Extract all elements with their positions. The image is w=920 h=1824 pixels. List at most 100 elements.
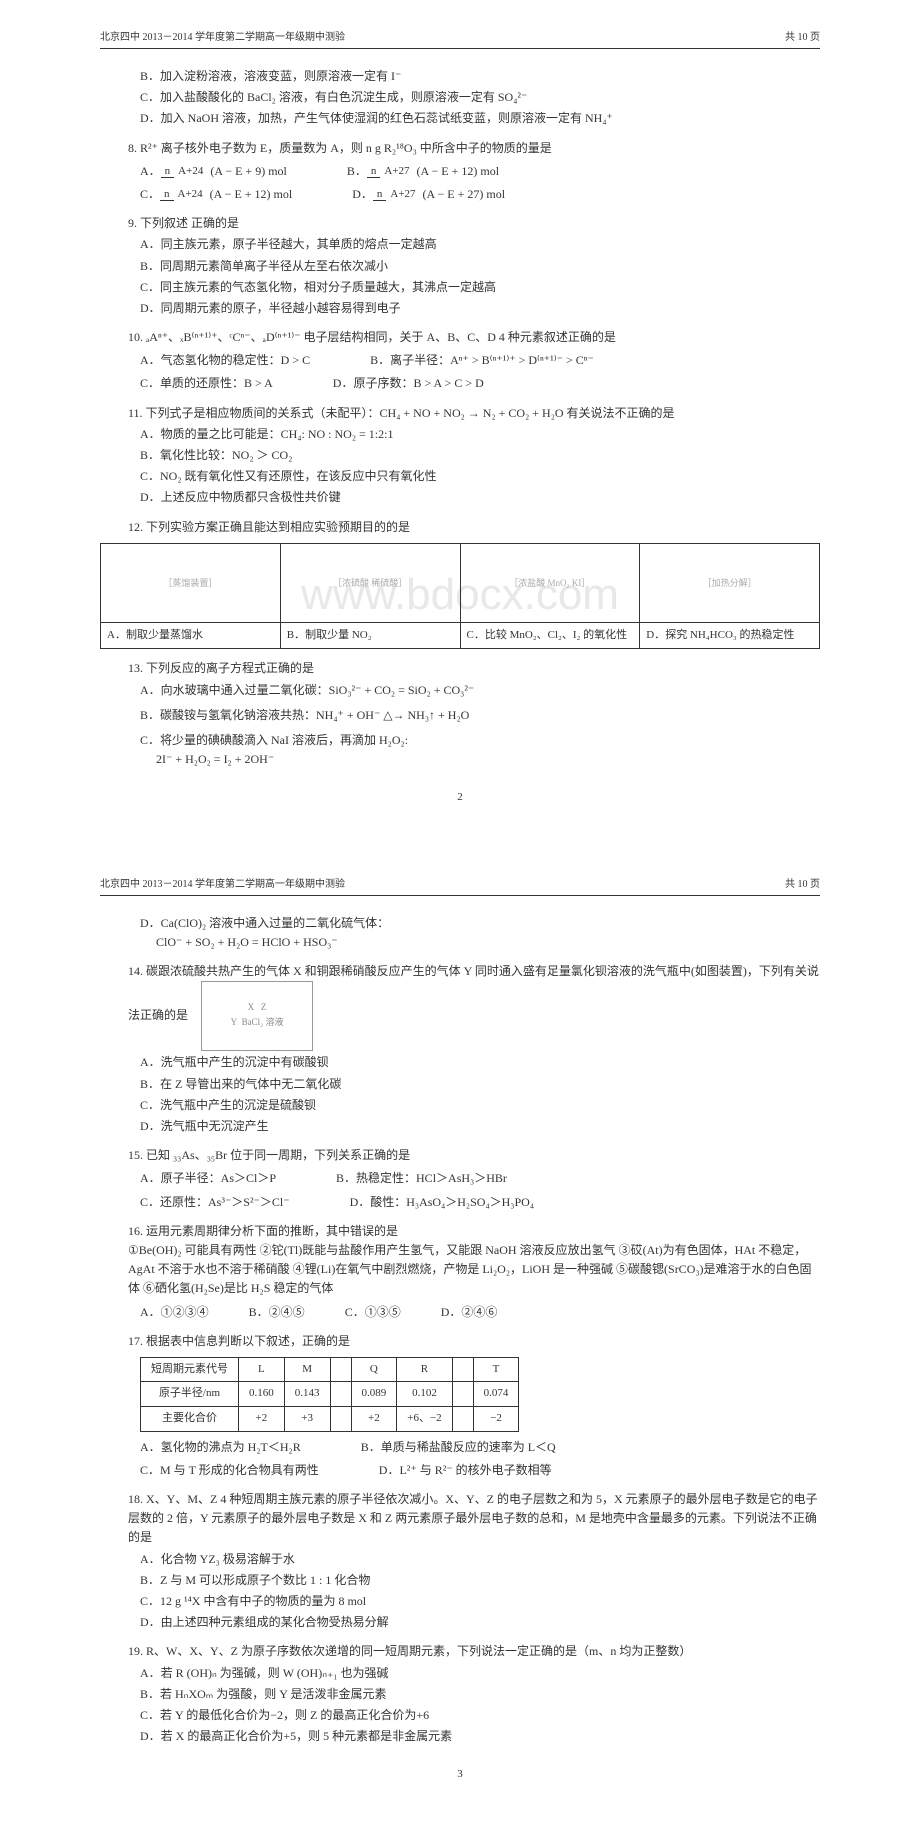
question-19: 19. R、W、X、Y、Z 为原子序数依次递增的同一短周期元素，下列说法一定正确… xyxy=(128,1642,820,1661)
header-left: 北京四中 2013－2014 学年度第二学期高一年级期中测验 xyxy=(100,30,345,46)
question-10: 10. ₐAⁿ⁺、ₓB⁽ⁿ⁺¹⁾⁺、ᶜCⁿ⁻、ₐD⁽ⁿ⁺¹⁾⁻ 电子层结构相同，… xyxy=(128,328,820,347)
q-option: C．12 g ¹⁴X 中含有中子的物质的量为 8 mol xyxy=(140,1592,820,1611)
data-table-17: 短周期元素代号 L M Q R T 原子半径/nm 0.160 0.143 0.… xyxy=(140,1357,519,1432)
question-8: 8. R²⁺ 离子核外电子数为 E，质量数为 A，则 n g R₂¹⁸O₃ 中所… xyxy=(128,139,820,158)
q-option: A．向水玻璃中通入过量二氧化碳：SiO₃²⁻ + CO₂ = SiO₂ + CO… xyxy=(140,681,820,700)
table-cell: +6、−2 xyxy=(397,1407,452,1432)
apparatus-icon: ［浓盐酸 MnO₂ KI］ xyxy=(467,548,634,618)
q-option: C．洗气瓶中产生的沉淀是硫酸钡 xyxy=(140,1096,820,1115)
q-option: D．②④⑥ xyxy=(441,1303,498,1322)
q-option: B．加入淀粉溶液，溶液变蓝，则原溶液一定有 I⁻ xyxy=(140,67,820,86)
table-cell: M xyxy=(284,1357,330,1382)
q-option: A．同主族元素，原子半径越大，其单质的熔点一定越高 xyxy=(140,235,820,254)
header-right: 共 10 页 xyxy=(785,30,820,46)
q-option: D．酸性：H₃AsO₄＞H₂SO₄＞H₃PO₄ xyxy=(350,1193,534,1212)
q-option: A．物质的量之比可能是：CH₄: NO : NO₂ = 1:2:1 xyxy=(140,425,820,444)
q-option: B．单质与稀盐酸反应的速率为 L＜Q xyxy=(361,1438,556,1457)
q-option: C．单质的还原性：B > A xyxy=(140,374,273,393)
q-option: B．若 HₙXOₘ 为强酸，则 Y 是活泼非金属元素 xyxy=(140,1685,820,1704)
table-cell: 0.102 xyxy=(397,1382,452,1407)
apparatus-icon: ［浓硫酸 稀硫酸］ xyxy=(287,548,454,618)
q-option: D．原子序数：B > A > C > D xyxy=(333,374,484,393)
q-option: B．热稳定性：HCl＞AsH₃＞HBr xyxy=(336,1169,507,1188)
table-cell: L xyxy=(239,1357,285,1382)
table-cell xyxy=(452,1407,473,1432)
q-option: D．加入 NaOH 溶液，加热，产生气体使湿润的红色石蕊试纸变蓝，则原溶液一定有… xyxy=(140,109,820,128)
q-option: B．离子半径：Aⁿ⁺ > B⁽ⁿ⁺¹⁾⁺ > D⁽ⁿ⁺¹⁾⁻ > Cⁿ⁻ xyxy=(370,351,594,370)
q-option: C．①③⑤ xyxy=(345,1303,401,1322)
question-16: 16. 运用元素周期律分析下面的推断，其中错误的是 xyxy=(128,1222,820,1241)
experiment-table: ［蒸馏装置］ ［浓硫酸 稀硫酸］ ［浓盐酸 MnO₂ KI］ ［加热分解］ A．… xyxy=(100,543,820,650)
table-cell: 0.074 xyxy=(473,1382,519,1407)
q-option: D．洗气瓶中无沉淀产生 xyxy=(140,1117,820,1136)
table-cell: 主要化合价 xyxy=(141,1407,239,1432)
table-cell xyxy=(330,1382,351,1407)
table-cell: 0.160 xyxy=(239,1382,285,1407)
q-option: C．加入盐酸酸化的 BaCl₂ 溶液，有白色沉淀生成，则原溶液一定有 SO₄²⁻ xyxy=(140,88,820,107)
question-13: 13. 下列反应的离子方程式正确的是 xyxy=(128,659,820,678)
q-option: B．Z 与 M 可以形成原子个数比 1 : 1 化合物 xyxy=(140,1571,820,1590)
apparatus-diagram: X ZY BaCl₂ 溶液 xyxy=(201,981,313,1051)
page-number: 2 xyxy=(100,789,820,807)
q-option: D．同周期元素的原子，半径越小越容易得到电子 xyxy=(140,299,820,318)
q-option: B．在 Z 导管出来的气体中无二氧化碳 xyxy=(140,1075,820,1094)
table-cell: T xyxy=(473,1357,519,1382)
question-14: 14. 碳跟浓硫酸共热产生的气体 X 和铜跟稀硝酸反应产生的气体 Y 同时通入盛… xyxy=(128,962,820,1051)
table-cell: 0.089 xyxy=(351,1382,397,1407)
q-option: C．若 Y 的最低化合价为−2，则 Z 的最高正化合价为+6 xyxy=(140,1706,820,1725)
q8-opt-a: A．nA+24 (A − E + 9) mol xyxy=(140,162,287,181)
q-option: A．化合物 YZ₃ 极易溶解于水 xyxy=(140,1550,820,1569)
q-option: C．M 与 T 形成的化合物具有两性 xyxy=(140,1461,319,1480)
q-option: B．②④⑤ xyxy=(249,1303,305,1322)
q-option: C．将少量的碘碘酸滴入 NaI 溶液后，再滴加 H₂O₂: xyxy=(140,731,820,750)
q-option: C．同主族元素的气态氢化物，相对分子质量越大，其沸点一定越高 xyxy=(140,278,820,297)
header-right: 共 10 页 xyxy=(785,877,820,893)
table-cell: 短周期元素代号 xyxy=(141,1357,239,1382)
question-18: 18. X、Y、M、Z 4 种短周期主族元素的原子半径依次减小。X、Y、Z 的电… xyxy=(128,1490,820,1548)
apparatus-icon: ［加热分解］ xyxy=(646,548,813,618)
question-11: 11. 下列式子是相应物质间的关系式（未配平）：CH₄ + NO + NO₂ →… xyxy=(128,404,820,423)
table-cell: Q xyxy=(351,1357,397,1382)
table-cell: +2 xyxy=(239,1407,285,1432)
q-option: D．上述反应中物质都只含极性共价键 xyxy=(140,488,820,507)
q-option: D．由上述四种元素组成的某化合物受热易分解 xyxy=(140,1613,820,1632)
q-option: A．原子半径：As＞Cl＞P xyxy=(140,1169,276,1188)
q-option-line: 2I⁻ + H₂O₂ = I₂ + 2OH⁻ xyxy=(156,750,820,769)
table-cell: −2 xyxy=(473,1407,519,1432)
apparatus-icon: ［蒸馏装置］ xyxy=(107,548,274,618)
q-option: C．NO₂ 既有氧化性又有还原性，在该反应中只有氧化性 xyxy=(140,467,820,486)
q8-opt-d: D．nA+27 (A − E + 27) mol xyxy=(352,185,505,204)
q-option: A．若 R (OH)ₙ 为强碱，则 W (OH)ₙ₊₁ 也为强碱 xyxy=(140,1664,820,1683)
q-option-line: ClO⁻ + SO₂ + H₂O = HClO + HSO₃⁻ xyxy=(156,933,820,952)
table-cell xyxy=(452,1357,473,1382)
q-option: B．碳酸铵与氢氧化钠溶液共热：NH₄⁺ + OH⁻ △→ NH₃↑ + H₂O xyxy=(140,706,820,725)
table-cell: +2 xyxy=(351,1407,397,1432)
q-option: B．氧化性比较：NO₂ ＞ CO₂ xyxy=(140,446,820,465)
table-cell: 0.143 xyxy=(284,1382,330,1407)
q-option: D．Ca(ClO)₂ 溶液中通入过量的二氧化硫气体： xyxy=(140,914,820,933)
table-cell: B．制取少量 NO₂ xyxy=(280,622,460,649)
table-cell: +3 xyxy=(284,1407,330,1432)
q-option: A．洗气瓶中产生的沉淀中有碳酸钡 xyxy=(140,1053,820,1072)
table-cell: C．比较 MnO₂、Cl₂、I₂ 的氧化性 xyxy=(460,622,640,649)
table-cell: 原子半径/nm xyxy=(141,1382,239,1407)
question-12: 12. 下列实验方案正确且能达到相应实验预期目的的是 xyxy=(128,518,820,537)
q8-opt-c: C．nA+24 (A − E + 12) mol xyxy=(140,185,292,204)
page-number: 3 xyxy=(100,1766,820,1784)
question-16-body: ①Be(OH)₂ 可能具有两性 ②铊(Tl)既能与盐酸作用产生氢气，又能跟 Na… xyxy=(128,1241,820,1299)
q-option: B．同周期元素简单离子半径从左至右依次减小 xyxy=(140,257,820,276)
question-15: 15. 已知 ₃₃As、₃₅Br 位于同一周期，下列关系正确的是 xyxy=(128,1146,820,1165)
table-cell: D．探究 NH₄HCO₃ 的热稳定性 xyxy=(640,622,820,649)
q-option: D．L²⁺ 与 R²⁻ 的核外电子数相等 xyxy=(379,1461,552,1480)
table-cell xyxy=(330,1357,351,1382)
question-17: 17. 根据表中信息判断以下叙述，正确的是 xyxy=(128,1332,820,1351)
table-cell xyxy=(452,1382,473,1407)
question-9: 9. 下列叙述 正确的是 xyxy=(128,214,820,233)
q8-opt-b: B．nA+27 (A − E + 12) mol xyxy=(347,162,499,181)
table-cell: R xyxy=(397,1357,452,1382)
q-option: D．若 X 的最高正化合价为+5，则 5 种元素都是非金属元素 xyxy=(140,1727,820,1746)
table-cell xyxy=(330,1407,351,1432)
table-cell: A．制取少量蒸馏水 xyxy=(101,622,281,649)
q-option: A．氢化物的沸点为 H₂T＜H₂R xyxy=(140,1438,301,1457)
q-option: A．①②③④ xyxy=(140,1303,209,1322)
